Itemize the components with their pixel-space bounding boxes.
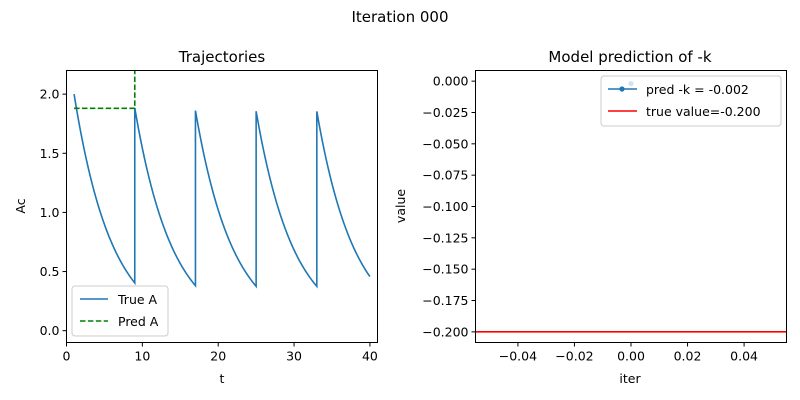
left-y-tick-label: 1.0 bbox=[40, 205, 60, 220]
right-x-tick-label: 0.00 bbox=[617, 349, 645, 364]
series-line-pred-a bbox=[74, 70, 136, 110]
right-y-tick-label: −0.150 bbox=[422, 262, 468, 277]
legend-label-pred-a: Pred A bbox=[118, 314, 159, 329]
right-y-tick-label: −0.100 bbox=[422, 199, 468, 214]
legend-label-true-value: true value=-0.200 bbox=[646, 104, 761, 119]
right-y-tick-label: −0.200 bbox=[422, 324, 468, 339]
right-y-tick-label: −0.175 bbox=[422, 293, 468, 308]
left-x-tick-label: 40 bbox=[362, 349, 378, 364]
right-x-tick-label: −0.04 bbox=[499, 349, 537, 364]
right-legend-box bbox=[600, 75, 782, 127]
right-y-tick-label: −0.075 bbox=[422, 168, 468, 183]
right-y-tick-label: −0.025 bbox=[422, 105, 468, 120]
right-x-tick-label: 0.02 bbox=[674, 349, 702, 364]
left-y-axis-label: Ac bbox=[13, 198, 28, 213]
right-y-tick-label: −0.125 bbox=[422, 230, 468, 245]
left-chart-title: Trajectories bbox=[178, 48, 266, 66]
left-x-tick-label: 10 bbox=[134, 349, 150, 364]
left-y-tick-label: 1.5 bbox=[40, 146, 60, 161]
left-chart: Trajectories 0 10 20 30 40 0.0 0.5 1.0 1.5 2.0 t… bbox=[13, 48, 378, 386]
figure-suptitle: Iteration 000 bbox=[351, 8, 448, 26]
right-chart-title: Model prediction of -k bbox=[548, 48, 711, 66]
left-x-tick-label: 30 bbox=[286, 349, 302, 364]
right-x-axis-label: iter bbox=[619, 371, 641, 386]
legend-marker-pred-k bbox=[619, 86, 625, 92]
left-y-tick-label: 0.5 bbox=[40, 264, 60, 279]
legend-label-true-a: True A bbox=[117, 292, 158, 307]
right-chart: Model prediction of -k −0.04 −0.02 0.00 0.0… bbox=[393, 48, 787, 386]
right-legend: pred -k = -0.002 true value=-0.200 bbox=[600, 75, 782, 127]
right-y-tick-label: 0.000 bbox=[433, 74, 469, 89]
left-legend: True A Pred A bbox=[71, 285, 169, 337]
right-y-axis-label: value bbox=[393, 189, 408, 223]
left-x-tick-label: 20 bbox=[210, 349, 226, 364]
right-x-tick-label: 0.04 bbox=[730, 349, 758, 364]
legend-label-pred-k: pred -k = -0.002 bbox=[646, 82, 749, 97]
right-y-tick-label: −0.050 bbox=[422, 136, 468, 151]
series-line-true-a bbox=[73, 94, 371, 289]
left-plot-frame bbox=[66, 70, 378, 343]
left-y-tick-label: 0.0 bbox=[40, 323, 60, 338]
left-x-axis-label: t bbox=[220, 371, 225, 386]
left-x-tick-label: 0 bbox=[63, 349, 71, 364]
left-y-tick-label: 2.0 bbox=[40, 87, 60, 102]
right-x-tick-label: −0.02 bbox=[555, 349, 593, 364]
